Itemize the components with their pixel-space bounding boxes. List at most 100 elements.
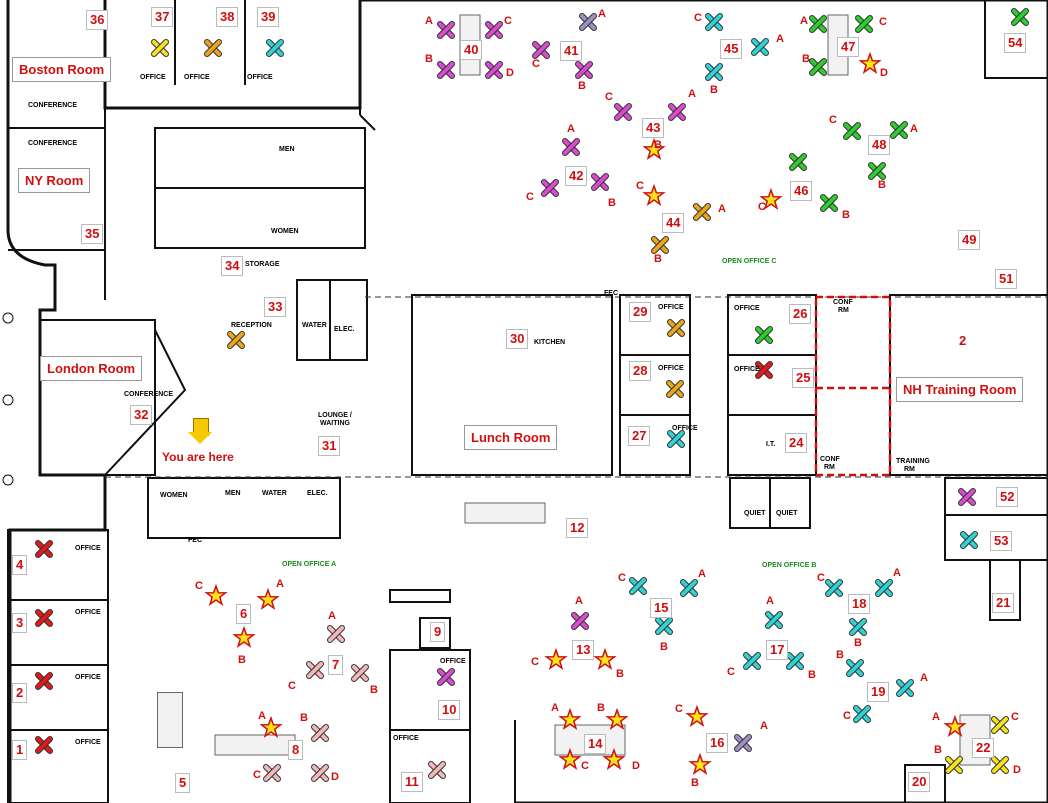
star-marker[interactable] [858,51,882,74]
room-number-34[interactable]: 34 [221,256,244,276]
room-number-27[interactable]: 27 [628,426,651,446]
room-number-38[interactable]: 38 [216,7,239,27]
room-number-37[interactable]: 37 [151,7,174,27]
room-number-15[interactable]: 15 [650,598,673,618]
x-marker[interactable] [755,326,773,344]
room-number-8[interactable]: 8 [288,740,304,760]
room-number-3[interactable]: 3 [12,613,28,633]
x-marker[interactable] [437,668,455,686]
x-marker[interactable] [786,652,804,670]
x-marker[interactable] [485,21,503,39]
x-marker[interactable] [825,579,843,597]
x-marker[interactable] [437,21,455,39]
star-marker[interactable] [259,715,283,738]
x-marker[interactable] [890,121,908,139]
x-marker[interactable] [666,380,684,398]
x-marker[interactable] [680,579,698,597]
room-number-54[interactable]: 54 [1004,33,1027,53]
x-marker[interactable] [755,361,773,379]
x-marker[interactable] [575,61,593,79]
star-marker[interactable] [642,183,666,206]
x-marker[interactable] [562,138,580,156]
room-number-2[interactable]: 2 [12,683,28,703]
x-marker[interactable] [849,618,867,636]
x-marker[interactable] [667,319,685,337]
star-marker[interactable] [256,587,280,610]
room-number-42[interactable]: 42 [565,166,588,186]
x-marker[interactable] [855,15,873,33]
room-number-12[interactable]: 12 [566,518,589,538]
x-marker[interactable] [958,488,976,506]
star-marker[interactable] [544,647,568,670]
x-marker[interactable] [693,203,711,221]
x-marker[interactable] [667,430,685,448]
star-marker[interactable] [943,714,967,737]
room-number-30[interactable]: 30 [506,329,529,349]
x-marker[interactable] [629,577,647,595]
x-marker[interactable] [541,179,559,197]
room-number-44[interactable]: 44 [662,213,685,233]
x-marker[interactable] [705,13,723,31]
x-marker[interactable] [591,173,609,191]
room-number-28[interactable]: 28 [629,361,652,381]
room-number-45[interactable]: 45 [720,39,743,59]
x-marker[interactable] [428,761,446,779]
room-number-24[interactable]: 24 [785,433,808,453]
x-marker[interactable] [868,162,886,180]
room-number-10[interactable]: 10 [438,700,461,720]
boston-room-label[interactable]: Boston Room [12,57,112,82]
room-number-5[interactable]: 5 [175,773,191,793]
x-marker[interactable] [991,756,1009,774]
star-marker[interactable] [602,747,626,770]
room-number-26[interactable]: 26 [789,304,812,324]
room-number-32[interactable]: 32 [130,405,153,425]
london-room-label[interactable]: London Room [40,356,143,381]
star-marker[interactable] [688,752,712,775]
x-marker[interactable] [151,39,169,57]
room-number-40[interactable]: 40 [460,40,483,60]
star-marker[interactable] [593,647,617,670]
room-number-29[interactable]: 29 [629,302,652,322]
x-marker[interactable] [960,531,978,549]
x-marker[interactable] [35,540,53,558]
room-number-7[interactable]: 7 [328,655,344,675]
x-marker[interactable] [351,664,369,682]
x-marker[interactable] [204,39,222,57]
star-marker[interactable] [605,707,629,730]
room-number-4[interactable]: 4 [12,555,28,575]
room-number-49[interactable]: 49 [958,230,981,250]
x-marker[interactable] [843,122,861,140]
x-marker[interactable] [743,652,761,670]
room-number-39[interactable]: 39 [257,7,280,27]
x-marker[interactable] [1011,8,1029,26]
x-marker[interactable] [311,724,329,742]
room-number-9[interactable]: 9 [430,622,446,642]
x-marker[interactable] [327,625,345,643]
room-number-19[interactable]: 19 [867,682,890,702]
x-marker[interactable] [705,63,723,81]
star-marker[interactable] [642,137,666,160]
star-marker[interactable] [759,187,783,210]
x-marker[interactable] [311,764,329,782]
x-marker[interactable] [809,15,827,33]
star-marker[interactable] [685,704,709,727]
star-marker[interactable] [232,625,256,648]
room-number-33[interactable]: 33 [264,297,287,317]
room-number-18[interactable]: 18 [848,594,871,614]
room-number-35[interactable]: 35 [81,224,104,244]
x-marker[interactable] [809,58,827,76]
room-number-51[interactable]: 51 [995,269,1018,289]
x-marker[interactable] [614,103,632,121]
room-number-1[interactable]: 1 [12,740,28,760]
room-number-52[interactable]: 52 [996,487,1019,507]
x-marker[interactable] [991,716,1009,734]
room-number-25[interactable]: 25 [792,368,815,388]
x-marker[interactable] [485,61,503,79]
star-marker[interactable] [558,747,582,770]
x-marker[interactable] [734,734,752,752]
room-number-36[interactable]: 36 [86,10,109,30]
x-marker[interactable] [266,39,284,57]
room-number-22[interactable]: 22 [972,738,995,758]
nh-training-room-label[interactable]: NH Training Room [896,377,1024,402]
x-marker[interactable] [35,672,53,690]
